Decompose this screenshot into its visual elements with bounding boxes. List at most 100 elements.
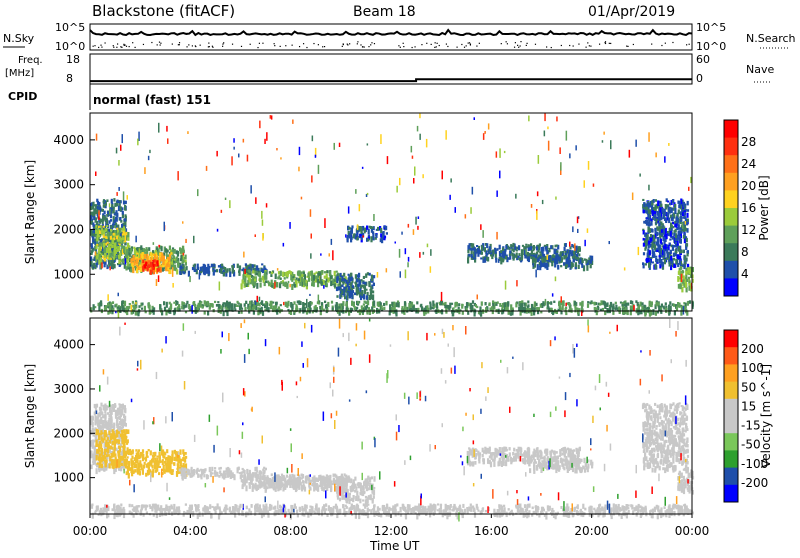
data-cell	[311, 234, 313, 239]
data-cell	[233, 138, 235, 143]
data-cell	[577, 229, 579, 233]
data-cell	[664, 244, 666, 249]
data-cell	[499, 303, 501, 307]
data-cell	[384, 236, 386, 239]
data-cell	[109, 253, 111, 257]
data-cell	[146, 452, 148, 454]
y-tick-label: 1000	[53, 267, 84, 281]
data-cell	[603, 132, 605, 135]
data-cell	[535, 270, 537, 278]
data-cell	[123, 414, 125, 418]
data-cell	[413, 229, 415, 235]
data-cell	[109, 209, 111, 215]
data-cell	[327, 302, 329, 307]
nsearch-dot	[135, 47, 136, 48]
noise-panel-frame	[90, 24, 692, 50]
data-cell	[654, 228, 656, 231]
data-cell	[127, 439, 129, 443]
cpid-label: CPID	[8, 90, 37, 103]
data-cell	[680, 284, 682, 290]
data-cell	[385, 301, 387, 306]
nsearch-dot	[374, 43, 375, 44]
data-cell	[482, 230, 484, 238]
data-cell	[177, 459, 179, 463]
data-cell	[353, 234, 355, 238]
data-cell	[218, 304, 220, 309]
nsearch-dot	[123, 44, 124, 45]
data-cell	[299, 282, 301, 286]
data-cell	[216, 269, 218, 272]
data-cell	[641, 306, 643, 311]
nsearch-dot	[573, 45, 574, 46]
data-cell	[97, 232, 99, 237]
data-cell	[396, 186, 398, 193]
data-cell	[674, 208, 676, 214]
data-cell	[127, 429, 129, 434]
data-cell	[242, 279, 244, 283]
data-cell	[413, 178, 415, 184]
data-cell	[159, 466, 161, 468]
data-cell	[559, 302, 561, 308]
data-cell	[123, 445, 125, 450]
data-cell	[686, 251, 688, 254]
data-cell	[498, 259, 500, 263]
data-cell	[141, 308, 143, 310]
data-cell	[179, 469, 181, 472]
data-cell	[389, 305, 391, 310]
data-cell	[653, 235, 655, 240]
data-cell	[372, 227, 374, 229]
data-cell	[569, 303, 571, 307]
data-cell	[542, 200, 544, 204]
nsearch-dot	[431, 44, 432, 45]
data-cell	[643, 263, 645, 268]
data-cell	[360, 285, 362, 289]
data-cell	[98, 451, 100, 454]
nsearch-dot	[186, 46, 187, 47]
data-cell	[347, 282, 349, 287]
nsearch-dot	[322, 46, 323, 47]
data-cell	[684, 256, 686, 262]
data-cell	[291, 284, 293, 290]
nsearch-dot	[520, 41, 521, 42]
data-cell	[299, 147, 301, 155]
nsearch-dot	[94, 45, 95, 46]
data-cell	[240, 304, 242, 308]
data-cell	[164, 452, 166, 455]
data-cell	[672, 222, 674, 224]
nsearch-dot	[587, 42, 588, 43]
data-cell	[116, 192, 118, 196]
data-cell	[521, 249, 523, 253]
data-cell	[565, 243, 567, 247]
nsearch-dot	[526, 45, 527, 46]
data-cell	[515, 194, 517, 199]
data-cell	[560, 261, 562, 263]
data-cell	[99, 243, 101, 247]
data-cell	[593, 184, 595, 187]
data-cell	[241, 283, 243, 286]
data-cell	[496, 151, 498, 157]
data-cell	[542, 252, 544, 256]
nsearch-dot	[551, 47, 552, 48]
data-cell	[95, 421, 97, 424]
data-cell	[675, 242, 677, 244]
nsearch-dot	[151, 42, 152, 43]
data-cell	[311, 302, 313, 305]
data-cell	[152, 469, 154, 471]
data-cell	[545, 299, 547, 306]
y-tick-label: 4000	[53, 133, 84, 147]
data-cell	[118, 187, 120, 191]
data-cell	[324, 301, 326, 303]
data-cell	[103, 424, 105, 428]
data-cell	[509, 256, 511, 260]
data-cell	[383, 303, 385, 306]
data-cell	[186, 301, 188, 304]
data-cell	[174, 265, 176, 268]
data-cell	[96, 463, 98, 465]
data-cell	[216, 472, 218, 477]
data-cell	[364, 289, 366, 294]
data-cell	[507, 302, 509, 307]
data-cell	[579, 302, 581, 306]
data-cell	[610, 302, 612, 307]
data-cell	[269, 304, 271, 306]
data-cell	[556, 245, 558, 247]
